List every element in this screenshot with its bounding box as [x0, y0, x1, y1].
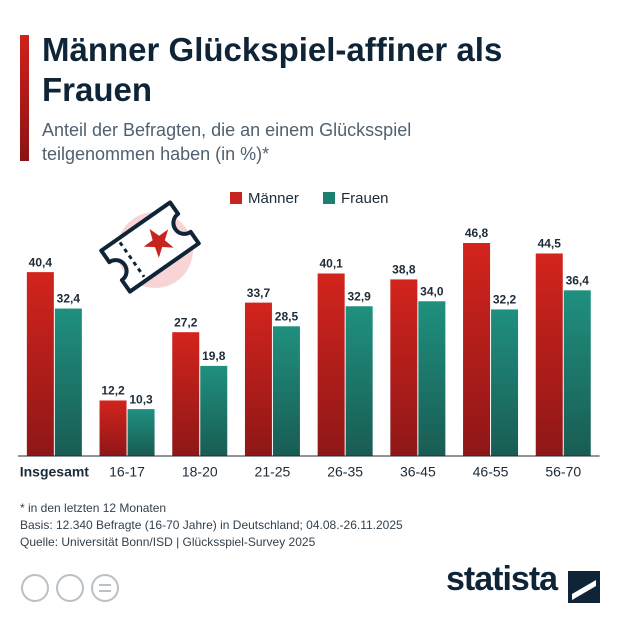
- bar: [172, 332, 200, 456]
- value-label: 19,8: [202, 349, 226, 363]
- footnote: * in den letzten 12 Monaten: [20, 501, 167, 515]
- accent-bar: [20, 35, 29, 161]
- value-label: 40,4: [29, 255, 53, 269]
- bar: [99, 400, 127, 456]
- brand: statista: [446, 560, 558, 598]
- legend-label: Männer: [248, 190, 299, 207]
- footnote: Quelle: Universität Bonn/ISD | Glücksspi…: [20, 535, 316, 549]
- x-tick-label: 36-45: [400, 464, 436, 480]
- bar: [272, 326, 300, 456]
- bar: [317, 273, 345, 456]
- bar: [563, 290, 591, 456]
- x-tick-label: 26-35: [327, 464, 363, 480]
- footnote: Basis: 12.340 Befragte (16-70 Jahre) in …: [20, 518, 403, 532]
- value-label: 44,5: [538, 237, 562, 251]
- value-label: 33,7: [247, 286, 271, 300]
- ticket-icon: [99, 200, 201, 294]
- value-label: 40,1: [319, 257, 343, 271]
- value-label: 32,4: [57, 292, 81, 306]
- value-label: 27,2: [174, 315, 198, 329]
- value-label: 46,8: [465, 226, 489, 240]
- bar: [200, 365, 228, 456]
- x-tick-label: 18-20: [182, 464, 218, 480]
- bar: [535, 253, 563, 456]
- value-label: 28,5: [275, 309, 299, 323]
- value-label: 32,2: [493, 293, 517, 307]
- bar: [463, 243, 491, 456]
- value-label: 32,9: [347, 289, 371, 303]
- x-tick-label: 56-70: [545, 464, 581, 480]
- x-tick-label: 21-25: [255, 464, 291, 480]
- bar: [345, 306, 373, 456]
- x-tick-label: Insgesamt: [20, 464, 90, 480]
- x-tick-label: 16-17: [109, 464, 145, 480]
- bar: [54, 308, 82, 456]
- legend-swatch: [230, 192, 242, 204]
- license-icons: [21, 574, 119, 602]
- value-label: 34,0: [420, 284, 444, 298]
- bar: [26, 272, 54, 456]
- bar: [491, 309, 519, 456]
- statista-logo: [568, 571, 600, 603]
- bar: [127, 409, 155, 456]
- x-tick-label: 46-55: [473, 464, 509, 480]
- value-label: 12,2: [101, 384, 125, 398]
- bar: [244, 302, 272, 456]
- legend-label: Frauen: [341, 190, 389, 207]
- bar: [418, 301, 446, 456]
- chart-subtitle: Anteil der Befragten, die an einem Glück…: [42, 120, 412, 164]
- value-label: 10,3: [129, 392, 153, 406]
- value-label: 38,8: [392, 263, 416, 277]
- footnotes: * in den letzten 12 Monaten Basis: 12.34…: [20, 500, 403, 551]
- chart-title: Männer Glückspiel-affiner als Frauen: [42, 31, 503, 108]
- bar: [390, 279, 418, 456]
- legend-swatch: [323, 192, 335, 204]
- value-label: 36,4: [566, 274, 590, 288]
